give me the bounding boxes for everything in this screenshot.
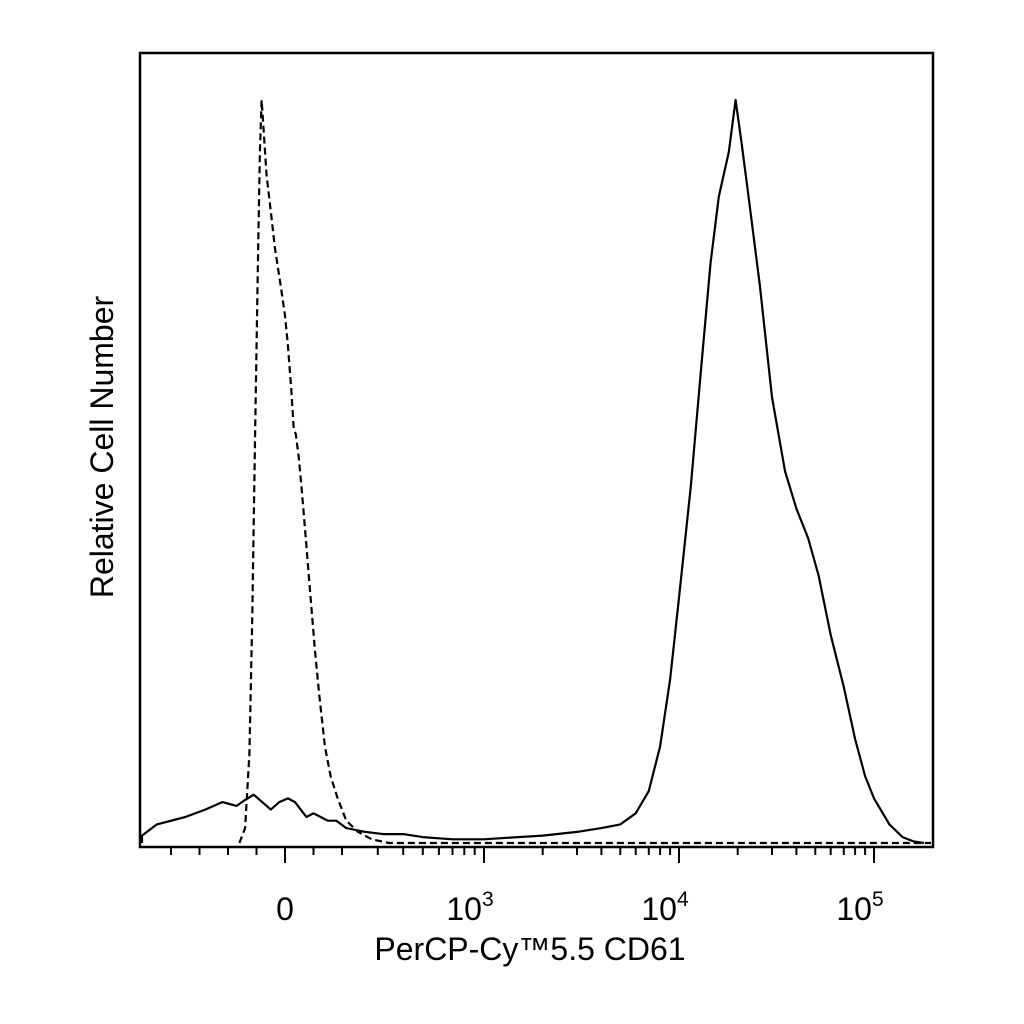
x-tick-label: 104 [641, 888, 689, 927]
plot-frame [138, 51, 935, 849]
x-tick-label: 103 [446, 888, 493, 927]
x-tick-label: 105 [836, 888, 883, 927]
series-curves [140, 98, 931, 845]
x-axis-ticks [170, 847, 875, 863]
y-axis-title: Relative Cell Number [84, 295, 120, 598]
x-axis-title: PerCP-Cy™5.5 CD61 [374, 931, 685, 967]
x-axis-tick-labels: 0 103 104 105 [276, 888, 884, 927]
series-line-solid [140, 98, 924, 845]
series-line-dashed [238, 98, 931, 845]
x-tick-label: 0 [276, 891, 294, 927]
